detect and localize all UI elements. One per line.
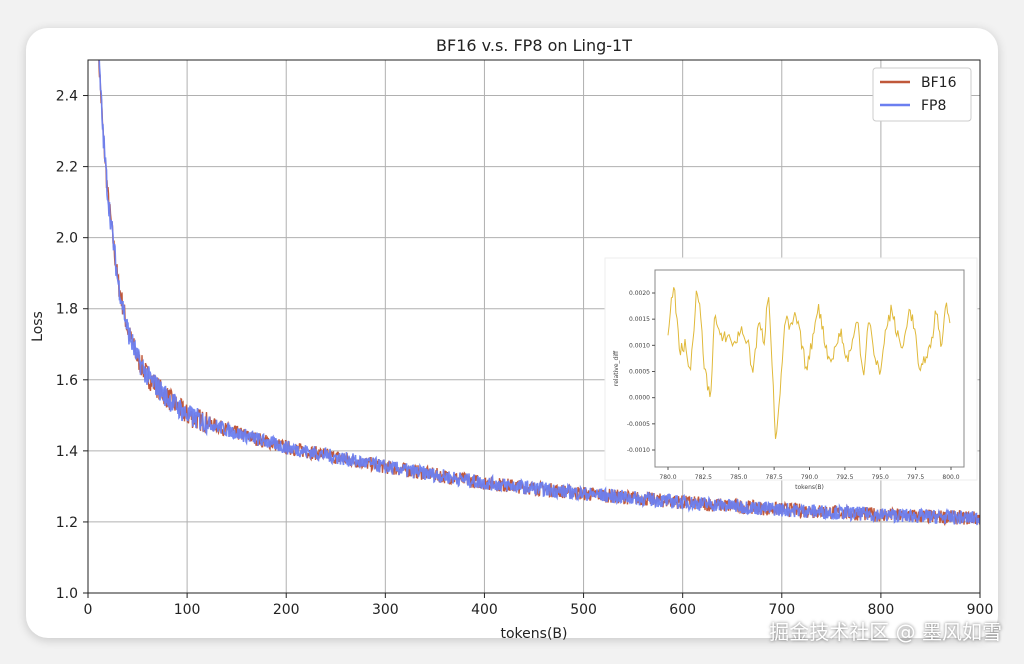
y-tick-label: 1.0 bbox=[56, 586, 78, 602]
inset-y-tick-label: 0.0010 bbox=[629, 342, 650, 349]
x-tick-label: 500 bbox=[570, 602, 597, 618]
inset-y-tick-label: 0.0000 bbox=[629, 395, 650, 402]
x-tick-label: 400 bbox=[471, 602, 498, 618]
x-axis-label: tokens(B) bbox=[501, 626, 568, 642]
inset-x-tick-label: 782.5 bbox=[695, 474, 712, 481]
legend-label-fp8: FP8 bbox=[921, 98, 946, 114]
x-tick-label: 200 bbox=[273, 602, 300, 618]
inset-y-tick-label: 0.0015 bbox=[629, 316, 650, 323]
chart-title: BF16 v.s. FP8 on Ling-1T bbox=[436, 36, 632, 55]
inset-x-axis-label: tokens(B) bbox=[795, 484, 824, 491]
inset-x-tick-label: 795.0 bbox=[872, 474, 889, 481]
x-tick-label: 700 bbox=[768, 602, 795, 618]
inset-x-tick-label: 800.0 bbox=[942, 474, 959, 481]
x-tick-label: 100 bbox=[174, 602, 201, 618]
series-line-fp8 bbox=[98, 60, 980, 526]
inset-x-tick-label: 797.5 bbox=[907, 474, 924, 481]
inset-x-tick-label: 785.0 bbox=[730, 474, 747, 481]
inset-y-tick-label: -0.0005 bbox=[627, 421, 650, 428]
watermark: 掘金技术社区 @ 墨风如雪 bbox=[769, 620, 1002, 644]
y-tick-label: 2.0 bbox=[56, 231, 78, 247]
y-axis-label: Loss bbox=[30, 311, 46, 342]
y-tick-label: 1.8 bbox=[56, 302, 78, 318]
inset-x-tick-label: 790.0 bbox=[801, 474, 818, 481]
inset-x-tick-label: 792.5 bbox=[836, 474, 853, 481]
inset-series-line bbox=[667, 287, 951, 439]
inset-frame bbox=[654, 269, 965, 468]
y-tick-label: 2.2 bbox=[56, 160, 78, 176]
x-tick-label: 300 bbox=[372, 602, 399, 618]
y-tick-label: 1.6 bbox=[56, 373, 78, 389]
x-tick-label: 800 bbox=[868, 602, 895, 618]
inset-x-tick-label: 780.0 bbox=[659, 474, 676, 481]
x-tick-label: 600 bbox=[669, 602, 696, 618]
x-tick-label: 900 bbox=[967, 602, 994, 618]
legend: BF16 FP8 bbox=[872, 67, 972, 122]
inset-y-axis-label: relative_diff bbox=[613, 350, 620, 386]
inset-x-tick-label: 787.5 bbox=[766, 474, 783, 481]
x-tick-label: 0 bbox=[84, 602, 93, 618]
y-tick-label: 1.4 bbox=[56, 444, 78, 460]
inset-y-tick-label: 0.0005 bbox=[629, 369, 650, 376]
plot-frame bbox=[87, 59, 981, 594]
inset-y-tick-label: -0.0010 bbox=[627, 447, 650, 454]
y-tick-label: 1.2 bbox=[56, 515, 78, 531]
series-group bbox=[98, 60, 980, 527]
y-tick-label: 2.4 bbox=[56, 89, 78, 105]
inset-y-tick-label: 0.0020 bbox=[629, 290, 650, 297]
legend-label-bf16: BF16 bbox=[921, 75, 957, 91]
